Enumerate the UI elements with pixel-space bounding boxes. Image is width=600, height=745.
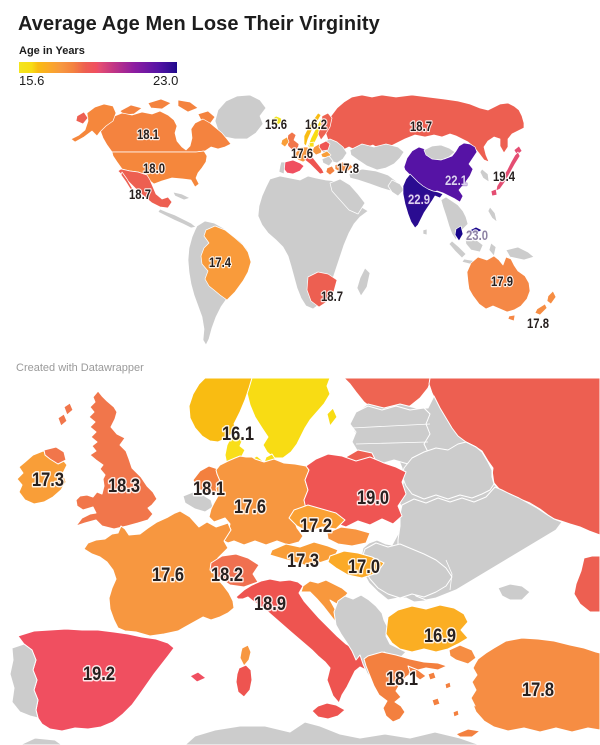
svg-text:22.9: 22.9	[408, 192, 430, 207]
svg-text:17.3: 17.3	[32, 470, 64, 491]
svg-text:17.2: 17.2	[300, 516, 332, 537]
svg-text:17.8: 17.8	[522, 680, 554, 701]
svg-text:17.8: 17.8	[527, 316, 549, 331]
svg-text:18.0: 18.0	[143, 161, 165, 176]
svg-text:18.1: 18.1	[386, 669, 418, 690]
svg-text:17.8: 17.8	[337, 161, 359, 176]
svg-text:17.0: 17.0	[348, 557, 380, 578]
svg-text:15.6: 15.6	[265, 117, 287, 132]
svg-text:18.7: 18.7	[410, 119, 432, 134]
svg-text:18.7: 18.7	[129, 187, 151, 202]
svg-text:17.6: 17.6	[234, 497, 266, 518]
svg-text:16.1: 16.1	[222, 424, 254, 445]
svg-text:17.9: 17.9	[491, 274, 513, 289]
svg-text:22.1: 22.1	[445, 173, 467, 188]
svg-text:17.6: 17.6	[291, 146, 313, 161]
svg-text:18.1: 18.1	[193, 479, 225, 500]
svg-text:23.0: 23.0	[466, 228, 488, 243]
svg-text:19.4: 19.4	[493, 169, 515, 184]
svg-text:19.2: 19.2	[83, 664, 115, 685]
svg-text:16.2: 16.2	[305, 117, 327, 132]
svg-text:17.6: 17.6	[152, 565, 184, 586]
svg-text:19.0: 19.0	[357, 488, 389, 509]
svg-text:18.1: 18.1	[137, 127, 159, 142]
svg-text:18.2: 18.2	[211, 565, 243, 586]
svg-text:18.3: 18.3	[108, 476, 140, 497]
svg-text:17.3: 17.3	[287, 551, 319, 572]
svg-text:18.9: 18.9	[254, 594, 286, 615]
svg-text:16.9: 16.9	[424, 626, 456, 647]
svg-text:18.7: 18.7	[321, 289, 343, 304]
svg-text:17.4: 17.4	[209, 255, 231, 270]
